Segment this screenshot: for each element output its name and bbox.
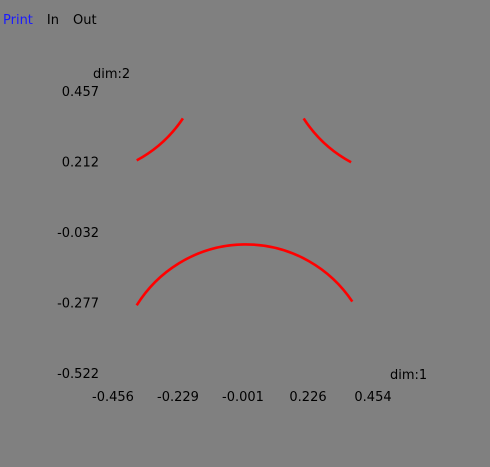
x-tick-label: -0.001 (222, 390, 264, 405)
x-tick-label: 0.226 (289, 390, 326, 405)
circle-arc-segment (137, 244, 353, 305)
y-tick-label: -0.522 (57, 367, 99, 382)
circle-arc-segment (137, 118, 183, 160)
x-tick-label: -0.229 (157, 390, 199, 405)
y-tick-label: 0.212 (62, 156, 99, 171)
x-axis-label: dim:1 (390, 368, 427, 383)
y-axis-ticks: 0.457 0.212 -0.032 -0.277 -0.522 (57, 85, 99, 382)
circle-arc-segment (304, 118, 351, 162)
y-tick-label: -0.277 (57, 297, 99, 312)
series-group (137, 118, 353, 305)
x-tick-label: 0.454 (354, 390, 391, 405)
x-tick-label: -0.456 (92, 390, 134, 405)
y-tick-label: -0.032 (57, 226, 99, 241)
y-axis-label: dim:2 (93, 67, 130, 82)
x-axis-ticks: -0.456 -0.229 -0.001 0.226 0.454 (92, 390, 392, 405)
y-tick-label: 0.457 (62, 85, 99, 100)
